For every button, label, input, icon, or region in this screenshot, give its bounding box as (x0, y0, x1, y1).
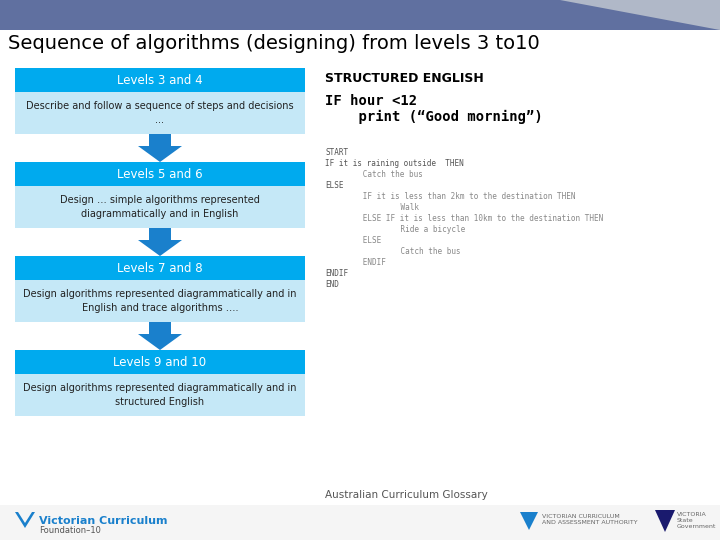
Text: print (“Good morning”): print (“Good morning”) (325, 110, 543, 124)
Text: ELSE: ELSE (325, 181, 343, 190)
Text: ELSE IF it is less than 10km to the destination THEN: ELSE IF it is less than 10km to the dest… (335, 214, 603, 223)
Text: Describe and follow a sequence of steps and decisions
...: Describe and follow a sequence of steps … (26, 102, 294, 125)
Polygon shape (138, 334, 182, 350)
Text: END: END (325, 280, 339, 289)
FancyBboxPatch shape (15, 374, 305, 416)
Text: Catch the bus: Catch the bus (345, 247, 461, 256)
Text: VICTORIA
State
Government: VICTORIA State Government (677, 512, 716, 529)
Text: Foundation–10: Foundation–10 (39, 526, 101, 535)
Text: Levels 9 and 10: Levels 9 and 10 (114, 355, 207, 368)
Text: VICTORIAN CURRICULUM
AND ASSESSMENT AUTHORITY: VICTORIAN CURRICULUM AND ASSESSMENT AUTH… (542, 514, 638, 525)
FancyBboxPatch shape (15, 280, 305, 322)
FancyBboxPatch shape (15, 92, 305, 134)
Text: Levels 3 and 4: Levels 3 and 4 (117, 73, 203, 86)
Text: IF it is raining outside  THEN: IF it is raining outside THEN (325, 159, 464, 168)
Polygon shape (15, 512, 35, 528)
FancyBboxPatch shape (15, 256, 305, 280)
Text: Design algorithms represented diagrammatically and in
structured English: Design algorithms represented diagrammat… (23, 383, 297, 407)
FancyBboxPatch shape (0, 505, 720, 540)
Polygon shape (138, 146, 182, 162)
Text: ENDIF: ENDIF (325, 269, 348, 278)
Text: Design algorithms represented diagrammatically and in
English and trace algorith: Design algorithms represented diagrammat… (23, 289, 297, 313)
Text: Victorian Curriculum: Victorian Curriculum (39, 516, 168, 526)
FancyBboxPatch shape (15, 162, 305, 186)
Text: Australian Curriculum Glossary: Australian Curriculum Glossary (325, 490, 487, 500)
Text: Sequence of algorithms (designing) from levels 3 to10: Sequence of algorithms (designing) from … (8, 34, 540, 53)
Text: Levels 5 and 6: Levels 5 and 6 (117, 167, 203, 180)
FancyBboxPatch shape (15, 68, 305, 92)
Text: STRUCTURED ENGLISH: STRUCTURED ENGLISH (325, 72, 484, 85)
FancyBboxPatch shape (149, 228, 171, 240)
Polygon shape (138, 240, 182, 256)
Text: ENDIF: ENDIF (335, 258, 386, 267)
Text: ELSE: ELSE (335, 236, 382, 245)
FancyBboxPatch shape (149, 134, 171, 146)
Text: Walk: Walk (345, 203, 419, 212)
Text: IF it is less than 2km to the destination THEN: IF it is less than 2km to the destinatio… (335, 192, 575, 201)
FancyBboxPatch shape (15, 350, 305, 374)
Text: Catch the bus: Catch the bus (335, 170, 423, 179)
Text: START: START (325, 148, 348, 157)
Text: Levels 7 and 8: Levels 7 and 8 (117, 261, 203, 274)
FancyBboxPatch shape (149, 322, 171, 334)
FancyBboxPatch shape (15, 186, 305, 228)
Text: Design … simple algorithms represented
diagrammatically and in English: Design … simple algorithms represented d… (60, 195, 260, 219)
Text: Ride a bicycle: Ride a bicycle (345, 225, 465, 234)
FancyBboxPatch shape (0, 0, 720, 30)
Polygon shape (655, 510, 675, 532)
Polygon shape (560, 0, 720, 30)
Polygon shape (520, 512, 538, 530)
Text: IF hour <12: IF hour <12 (325, 94, 417, 108)
